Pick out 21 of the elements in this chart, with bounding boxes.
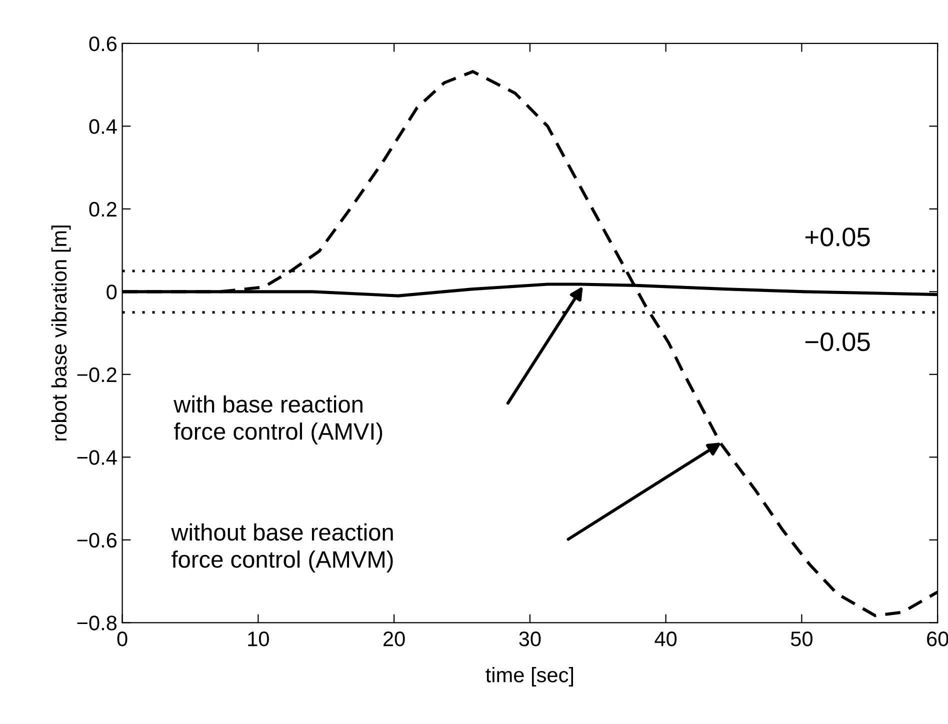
y-tick-label: 0.6 (89, 36, 117, 52)
y-tick-label: −0.8 (77, 616, 117, 630)
x-tick-label: 60 (927, 632, 948, 646)
y-tick-label: 0 (106, 284, 117, 300)
y-tick-label: −0.2 (77, 367, 116, 382)
y-tick-label: 0.2 (89, 202, 116, 217)
y-tick-label: 0.4 (89, 119, 117, 134)
annotation: with base reaction force control (AMVI) (174, 395, 382, 444)
y-tick-label: −0.4 (77, 450, 117, 465)
y-tick-label: −0.6 (77, 532, 117, 548)
x-tick-label: 20 (384, 632, 405, 646)
y-axis-title: robot base vibration [m] (51, 226, 71, 440)
x-axis-title: time [sec] (486, 667, 574, 686)
x-tick-label: 30 (519, 632, 541, 646)
x-tick-label: 50 (790, 632, 812, 646)
x-tick-label: 10 (248, 632, 269, 646)
annotation: without base reaction force control (AMVM) (171, 523, 393, 572)
x-tick-label: 0 (117, 632, 128, 646)
ref-line-label: −0.05 (805, 332, 870, 352)
x-tick-label: 40 (654, 632, 677, 646)
ref-line-label: +0.05 (805, 228, 870, 246)
